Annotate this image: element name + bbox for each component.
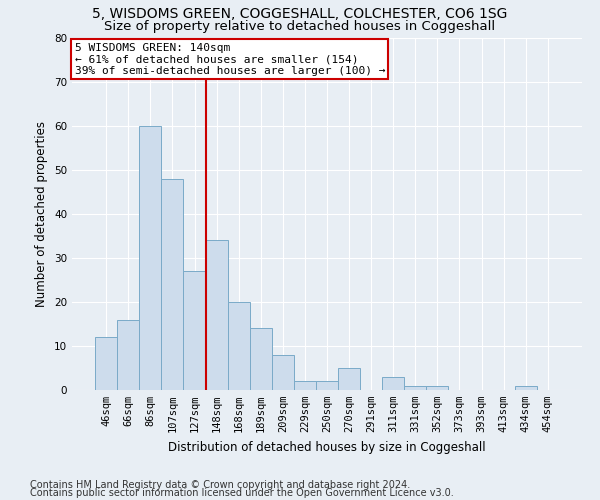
- Bar: [227, 302, 250, 390]
- Bar: [206, 240, 227, 390]
- Text: 5 WISDOMS GREEN: 140sqm
← 61% of detached houses are smaller (154)
39% of semi-d: 5 WISDOMS GREEN: 140sqm ← 61% of detache…: [74, 43, 385, 76]
- Bar: [184, 271, 206, 390]
- Bar: [117, 320, 139, 390]
- Bar: [250, 328, 272, 390]
- Y-axis label: Number of detached properties: Number of detached properties: [35, 120, 49, 306]
- Text: Size of property relative to detached houses in Coggeshall: Size of property relative to detached ho…: [104, 20, 496, 33]
- Bar: [95, 337, 117, 390]
- Bar: [338, 368, 360, 390]
- Bar: [515, 386, 537, 390]
- Text: 5, WISDOMS GREEN, COGGESHALL, COLCHESTER, CO6 1SG: 5, WISDOMS GREEN, COGGESHALL, COLCHESTER…: [92, 8, 508, 22]
- Text: Contains HM Land Registry data © Crown copyright and database right 2024.: Contains HM Land Registry data © Crown c…: [30, 480, 410, 490]
- X-axis label: Distribution of detached houses by size in Coggeshall: Distribution of detached houses by size …: [168, 440, 486, 454]
- Bar: [139, 126, 161, 390]
- Bar: [272, 355, 294, 390]
- Bar: [404, 386, 427, 390]
- Bar: [316, 381, 338, 390]
- Text: Contains public sector information licensed under the Open Government Licence v3: Contains public sector information licen…: [30, 488, 454, 498]
- Bar: [427, 386, 448, 390]
- Bar: [382, 377, 404, 390]
- Bar: [294, 381, 316, 390]
- Bar: [161, 178, 184, 390]
